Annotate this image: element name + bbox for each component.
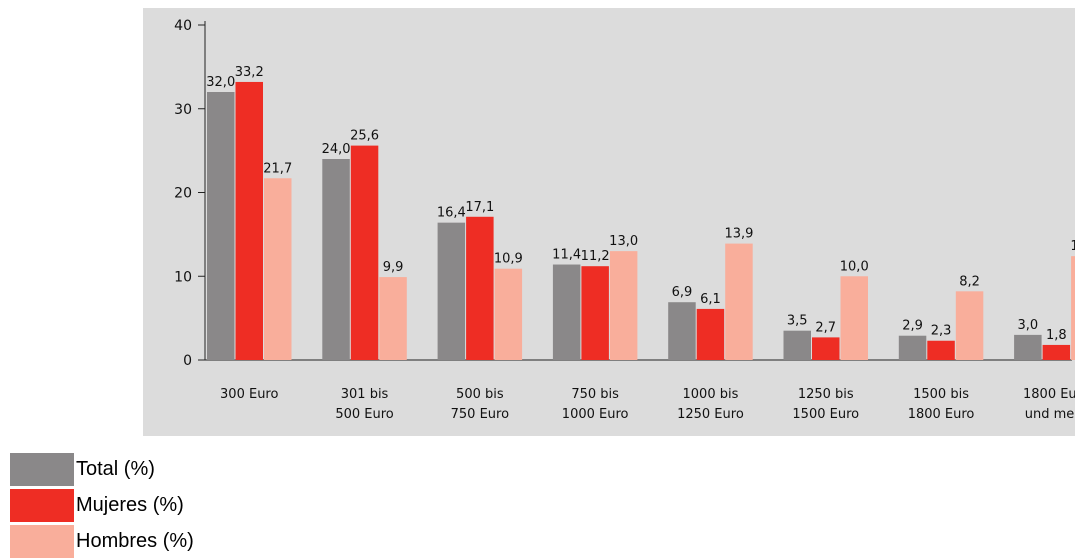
legend: Total (%) Mujeres (%) Hombres (%) [10,451,194,559]
bar [207,92,235,360]
x-tick-label: und mehr [1025,407,1075,422]
x-tick-label: 750 bis [571,387,619,402]
plot-background [143,8,1075,436]
x-tick-label: 301 bis [341,387,389,402]
bar [466,216,494,360]
bar [783,330,811,360]
legend-label-total: Total (%) [76,457,155,480]
data-label: 25,6 [350,129,379,144]
x-tick-label: 1250 Euro [677,407,744,422]
bar [812,337,840,360]
data-label: 2,3 [931,324,952,339]
data-label: 2,9 [902,319,923,334]
bar-chart: 0 10 20 30 40 32,033,2 21,7 24,025,6 9,9 16,4 17,… [143,8,1075,436]
data-label: 10,9 [494,252,523,267]
data-label: 1,8 [1046,328,1067,343]
y-tick-label: 0 [183,353,192,369]
data-label: 3,5 [787,314,808,329]
x-axis-labels: 300 Euro 301 bis 500 Euro 500 bis 750 Euro 75… [220,387,1075,422]
value-labels: 32,033,221,724,025,69,916,4 17,110,9 11,4 1… [206,65,1075,343]
y-tick-label: 40 [174,18,192,34]
bar [696,308,725,360]
data-label: 10,0 [840,259,869,274]
bar [668,302,696,360]
x-tick-label: 500 Euro [335,407,393,422]
x-tick-label: 1500 Euro [792,407,859,422]
bar [581,266,609,360]
legend-label-mujeres: Mujeres (%) [76,493,184,516]
x-tick-label: 750 Euro [451,407,509,422]
legend-swatch-hombres [10,524,74,558]
bar [898,335,927,360]
bar [725,243,753,360]
bar [322,159,350,360]
data-label: 6,9 [672,285,693,300]
x-tick-label: 1800 Euro [1023,387,1075,402]
data-label: 11,4 [552,248,581,263]
legend-item-total: Total (%) [10,451,194,487]
bar [552,264,581,360]
bar [840,276,868,360]
legend-swatch-total [10,452,74,486]
bar [927,340,955,360]
bar [350,145,379,360]
data-label: 33,2 [235,65,264,80]
data-label: 17,1 [465,200,494,215]
legend-item-hombres: Hombres (%) [10,523,194,559]
bar [1042,344,1071,360]
bar [1071,256,1075,360]
y-tick-label: 20 [174,186,192,202]
data-label: 16,4 [437,206,466,221]
y-tick-label: 10 [174,269,192,285]
bar [1014,334,1042,360]
data-label: 13,9 [724,227,753,242]
data-label: 13,0 [609,234,638,249]
bar [955,291,984,360]
x-tick-label: 1000 bis [683,387,739,402]
bar [379,277,407,360]
data-label: 8,2 [959,274,980,289]
bar [235,81,263,360]
bars [207,81,1075,360]
data-label: 2,7 [815,320,836,335]
x-tick-label: 1000 Euro [562,407,629,422]
data-label: 24,0 [322,142,351,157]
legend-label-hombres: Hombres (%) [76,529,194,552]
bar [609,251,638,360]
data-label: 32,0 [206,75,235,90]
data-label: 6,1 [700,292,721,307]
x-tick-label: 1800 Euro [908,407,975,422]
x-tick-label: 500 bis [456,387,504,402]
data-label: 3,0 [1018,318,1039,333]
x-tick-label: 1250 bis [798,387,854,402]
x-tick-label: 1500 bis [913,387,969,402]
legend-item-mujeres: Mujeres (%) [10,487,194,523]
data-label: 9,9 [383,260,404,275]
data-label: 11,2 [581,249,610,264]
legend-swatch-mujeres [10,488,74,522]
bar [437,222,466,360]
y-tick-label: 30 [174,102,192,118]
bar [494,268,523,360]
data-label: 12,4 [1070,239,1075,254]
x-tick-label: 300 Euro [220,387,278,402]
data-label: 21,7 [263,161,292,176]
bar [264,178,292,360]
